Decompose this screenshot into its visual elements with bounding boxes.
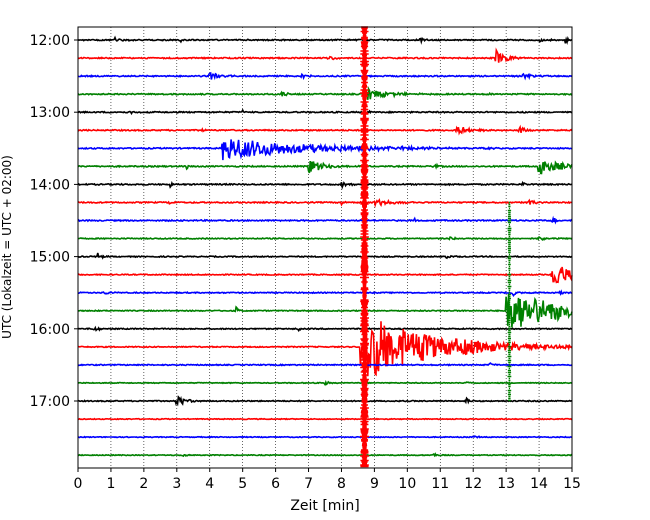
x-axis-ticks: 0 1 2 3 4 5 6 7 8 9 10 11 12 13 14 15 — [74, 468, 581, 492]
seismogram-traces — [77, 35, 573, 458]
trace-row-15 — [77, 293, 573, 328]
x-tick-label-5: 5 — [238, 476, 247, 492]
trace-row-1 — [77, 47, 573, 63]
trace-row-18 — [77, 362, 573, 367]
y-tick-label-1: 13:00 — [30, 105, 70, 121]
y-axis-title: UTC (Lokalzeit = UTC + 02:00) — [0, 155, 14, 339]
trace-row-14 — [77, 289, 573, 298]
x-tick-label-15: 15 — [563, 476, 581, 492]
green-spike-13min — [507, 201, 512, 402]
trace-row-5 — [77, 124, 573, 136]
trace-row-4 — [77, 108, 573, 116]
trace-row-12 — [77, 252, 573, 260]
x-tick-label-13: 13 — [497, 476, 515, 492]
x-tick-label-1: 1 — [106, 476, 115, 492]
x-tick-label-12: 12 — [464, 476, 482, 492]
x-tick-label-0: 0 — [74, 476, 83, 492]
trace-row-17 — [77, 317, 573, 377]
trace-row-10 — [77, 215, 573, 225]
trace-row-0 — [77, 35, 573, 45]
trace-row-3 — [77, 86, 573, 100]
trace-row-11 — [78, 235, 573, 242]
trace-row-9 — [77, 198, 573, 209]
trace-row-23 — [77, 452, 573, 458]
trace-row-22 — [77, 435, 573, 439]
trace-row-19 — [77, 379, 573, 387]
y-tick-label-5: 17:00 — [30, 394, 70, 410]
y-tick-label-3: 15:00 — [30, 250, 70, 266]
trace-row-7 — [77, 160, 573, 175]
x-tick-label-2: 2 — [139, 476, 148, 492]
x-tick-label-4: 4 — [205, 476, 214, 492]
trace-row-16 — [77, 325, 572, 333]
x-tick-label-10: 10 — [398, 476, 416, 492]
x-tick-label-9: 9 — [370, 476, 379, 492]
x-tick-label-8: 8 — [337, 476, 346, 492]
y-tick-label-4: 16:00 — [30, 322, 70, 338]
x-tick-label-14: 14 — [530, 476, 548, 492]
x-tick-label-11: 11 — [431, 476, 449, 492]
trace-row-20 — [77, 395, 573, 407]
x-tick-label-3: 3 — [172, 476, 181, 492]
trace-row-6 — [77, 139, 573, 161]
x-tick-label-7: 7 — [304, 476, 313, 492]
y-axis-ticks: 12:00 13:00 14:00 15:00 16:00 17:00 — [30, 33, 78, 410]
x-axis-title: Zeit [min] — [290, 498, 359, 514]
trace-row-21 — [77, 417, 573, 421]
y-tick-label-2: 14:00 — [30, 177, 70, 193]
x-tick-label-6: 6 — [271, 476, 280, 492]
y-tick-label-0: 12:00 — [30, 33, 70, 49]
trace-row-8 — [77, 180, 573, 190]
trace-row-13 — [77, 266, 573, 284]
plot-frame — [77, 26, 573, 469]
trace-row-2 — [77, 71, 573, 81]
